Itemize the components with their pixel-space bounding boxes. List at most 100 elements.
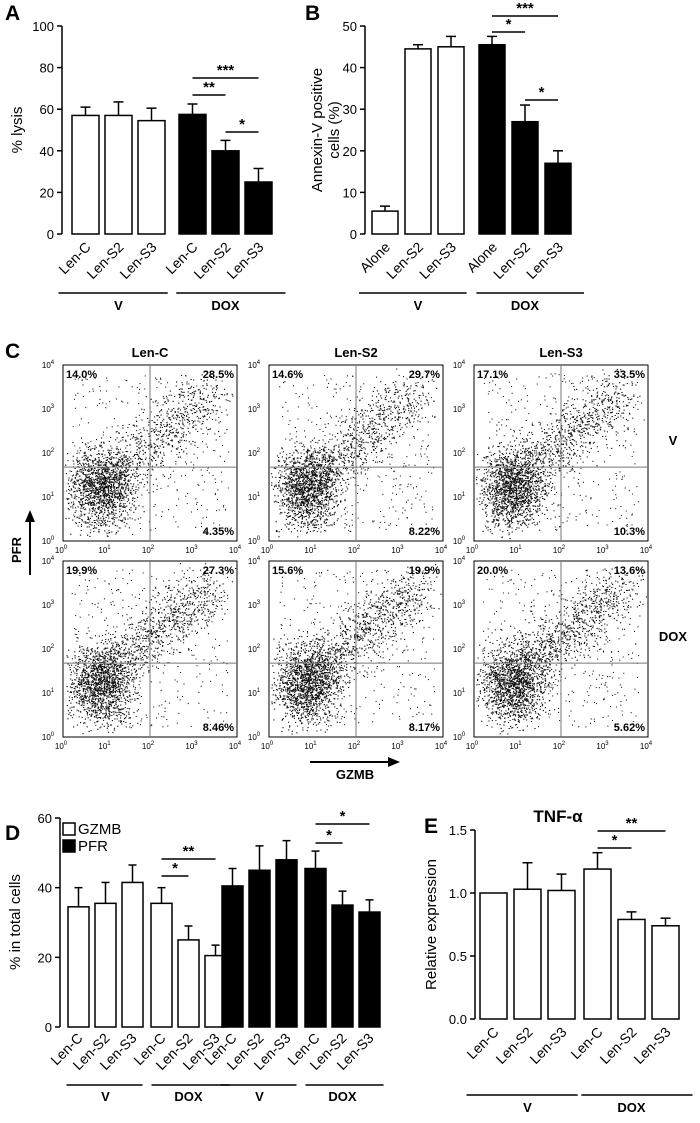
y-tick-label: 101 [42,688,55,698]
group-label: DOX [511,298,540,313]
tick-exponent: 1 [313,741,317,747]
y-tick-label: 101 [453,688,466,698]
x-tick-label: 103 [391,741,404,751]
y-tick-label: 40 [38,881,52,896]
bar [121,881,144,1028]
x-tick-label: 101 [509,545,522,555]
bar [211,150,240,235]
x-tick-label: 103 [391,545,404,555]
category-label: Len-S2 [492,1024,535,1067]
y-tick-label: 0 [45,1020,52,1035]
row-label: V [669,433,678,448]
group-label: V [255,1089,264,1104]
tick-exponent: 4 [649,545,653,551]
bar [137,119,166,235]
significance-marker: ** [203,79,215,96]
x-tick-label: 101 [304,545,317,555]
tick-exponent: 1 [107,545,111,551]
x-tick-label: 104 [229,545,242,555]
category-label: Len-S3 [630,1024,673,1067]
x-tick-label: 100 [261,545,274,555]
panel-label: E [424,815,438,838]
legend-swatch [62,839,76,853]
tick-exponent: 2 [357,545,361,551]
y-axis-label: % in total cells [7,874,24,970]
tick-exponent: 0 [257,536,261,542]
tick-exponent: 1 [518,545,522,551]
y-tick-label: 0 [47,227,54,242]
tick-exponent: 1 [51,688,55,694]
tick-exponent: 4 [257,556,261,562]
y-tick-label: 104 [42,556,55,566]
x-tick-label: 100 [55,545,68,555]
y-tick-label: 60 [40,102,54,117]
y-axis-label: cells (%) [326,101,343,159]
x-tick-label: 101 [509,741,522,751]
tick-exponent: 3 [257,600,261,606]
quadrant-percent-lr: 10.3% [614,526,645,538]
x-axis-label: GZMB [336,767,374,782]
group-label: DOX [174,1089,203,1104]
x-tick-label: 102 [142,741,155,751]
bar [358,911,381,1028]
column-title: Len-C [132,345,169,360]
significance-marker: *** [217,62,235,79]
bar [511,120,539,235]
tick-exponent: 0 [462,732,466,738]
bar [248,869,271,1028]
tick-exponent: 1 [51,492,55,498]
tick-exponent: 2 [51,448,55,454]
significance-marker: * [239,116,245,133]
tick-exponent: 4 [462,556,466,562]
quadrant-percent-ul: 17.1% [477,369,508,381]
quadrant-percent-lr: 8.22% [409,526,440,538]
tick-exponent: 2 [51,644,55,650]
significance-marker: * [612,832,618,849]
y-tick-label: 103 [42,404,55,414]
y-tick-label: 1.0 [449,886,467,901]
category-label: Len-S3 [116,239,159,282]
significance-marker: * [172,860,178,877]
bar [478,43,506,235]
x-tick-label: 102 [348,741,361,751]
x-tick-label: 101 [98,545,111,555]
panel-label: B [305,2,320,25]
tick-exponent: 0 [462,536,466,542]
y-tick-label: 100 [248,732,261,742]
y-tick-label: 40 [40,144,54,159]
y-tick-label: 20 [343,144,357,159]
tick-exponent: 2 [257,448,261,454]
bar [178,113,207,235]
x-tick-label: 102 [553,545,566,555]
bar [437,46,465,235]
tick-exponent: 0 [64,545,68,551]
axis-arrow-head [25,510,35,522]
axis-arrow-head [388,757,400,767]
x-tick-label: 102 [553,741,566,751]
panel-c: C Len-C Len-S2 Len-S3 V DOX PFR GZMB 14.0% 28.5% 4… [5,340,687,782]
tick-exponent: 2 [462,448,466,454]
quadrant-percent-ur: 13.6% [614,565,645,577]
y-tick-label: 102 [248,644,261,654]
column-title: Len-S3 [539,345,582,360]
bar [513,888,542,1020]
column-title: Len-S2 [334,345,377,360]
quadrant-percent-ur: 28.5% [203,369,234,381]
legend-label: PFR [78,838,108,855]
quadrant-percent-ul: 14.6% [272,369,303,381]
tick-exponent: 3 [400,741,404,747]
y-tick-label: 103 [453,404,466,414]
tick-exponent: 4 [238,545,242,551]
significance-marker: * [506,16,512,33]
x-tick-label: 104 [640,741,653,751]
tick-exponent: 3 [194,545,198,551]
tick-exponent: 2 [257,644,261,650]
quadrant-percent-ur: 27.3% [203,565,234,577]
tick-exponent: 0 [51,732,55,738]
bar [150,902,173,1028]
y-tick-label: 60 [38,811,52,826]
tick-exponent: 3 [400,545,404,551]
quadrant-percent-ul: 20.0% [477,565,508,577]
category-label: Len-S3 [223,239,266,282]
